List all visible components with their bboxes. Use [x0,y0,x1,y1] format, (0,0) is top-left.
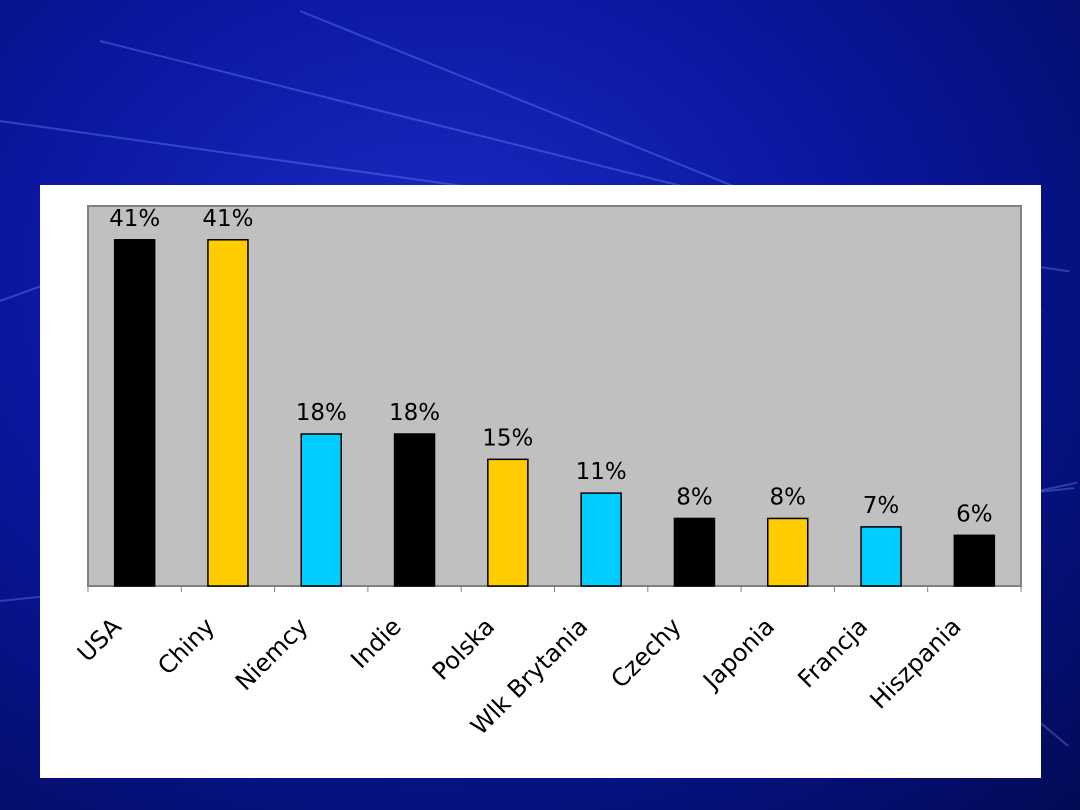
data-label: 8% [676,484,713,510]
chart-panel: 41% USA 41% Chiny 18% Niemcy 18% Indie 15% Polska… [40,185,1041,778]
data-label: 15% [482,425,533,451]
x-tick-label: Czechy [606,612,687,693]
x-tick-label: Niemcy [230,612,314,696]
x-tick-label: USA [72,612,127,667]
data-label: 18% [296,400,347,426]
bar-niemcy [300,433,342,587]
data-label: 41% [109,206,160,232]
x-tick-label: Chiny [152,612,220,680]
data-label: 6% [956,501,993,527]
bar-czechy [673,517,716,587]
bar-chiny [207,239,249,587]
x-tick-label: Hiszpania [865,612,967,714]
data-label: 18% [389,400,440,426]
data-label: 8% [770,484,807,510]
x-tick-label: Francja [792,612,873,693]
x-tick-label: Indie [345,612,406,673]
bar-wlk-brytania [580,492,622,587]
bar-hiszpania [953,534,996,587]
bar-japonia [767,517,809,587]
x-tick-label: Japonia [696,612,780,696]
data-label: 41% [202,206,253,232]
data-label: 7% [863,493,900,519]
bar-francja [860,526,902,587]
bar-chart: 41% USA 41% Chiny 18% Niemcy 18% Indie 15% Polska… [72,205,1022,741]
bar-polska [487,458,529,587]
bar-indie [393,433,436,587]
bar-usa [113,239,156,587]
x-tick-label: Polska [427,612,500,685]
data-label: 11% [576,459,627,485]
